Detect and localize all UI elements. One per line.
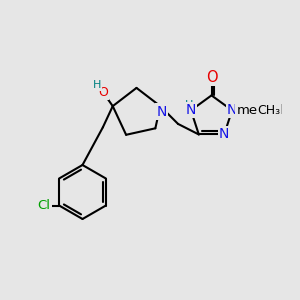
Text: H: H xyxy=(185,100,194,110)
Text: Cl: Cl xyxy=(38,199,51,212)
Text: N: N xyxy=(219,128,230,142)
Text: O: O xyxy=(98,86,108,99)
Text: CH₃: CH₃ xyxy=(257,104,281,117)
Text: methyl: methyl xyxy=(236,104,283,117)
Text: N: N xyxy=(185,103,196,117)
Text: N: N xyxy=(227,103,237,117)
Text: H: H xyxy=(93,80,101,90)
Text: O: O xyxy=(206,70,217,85)
Text: N: N xyxy=(157,104,167,118)
